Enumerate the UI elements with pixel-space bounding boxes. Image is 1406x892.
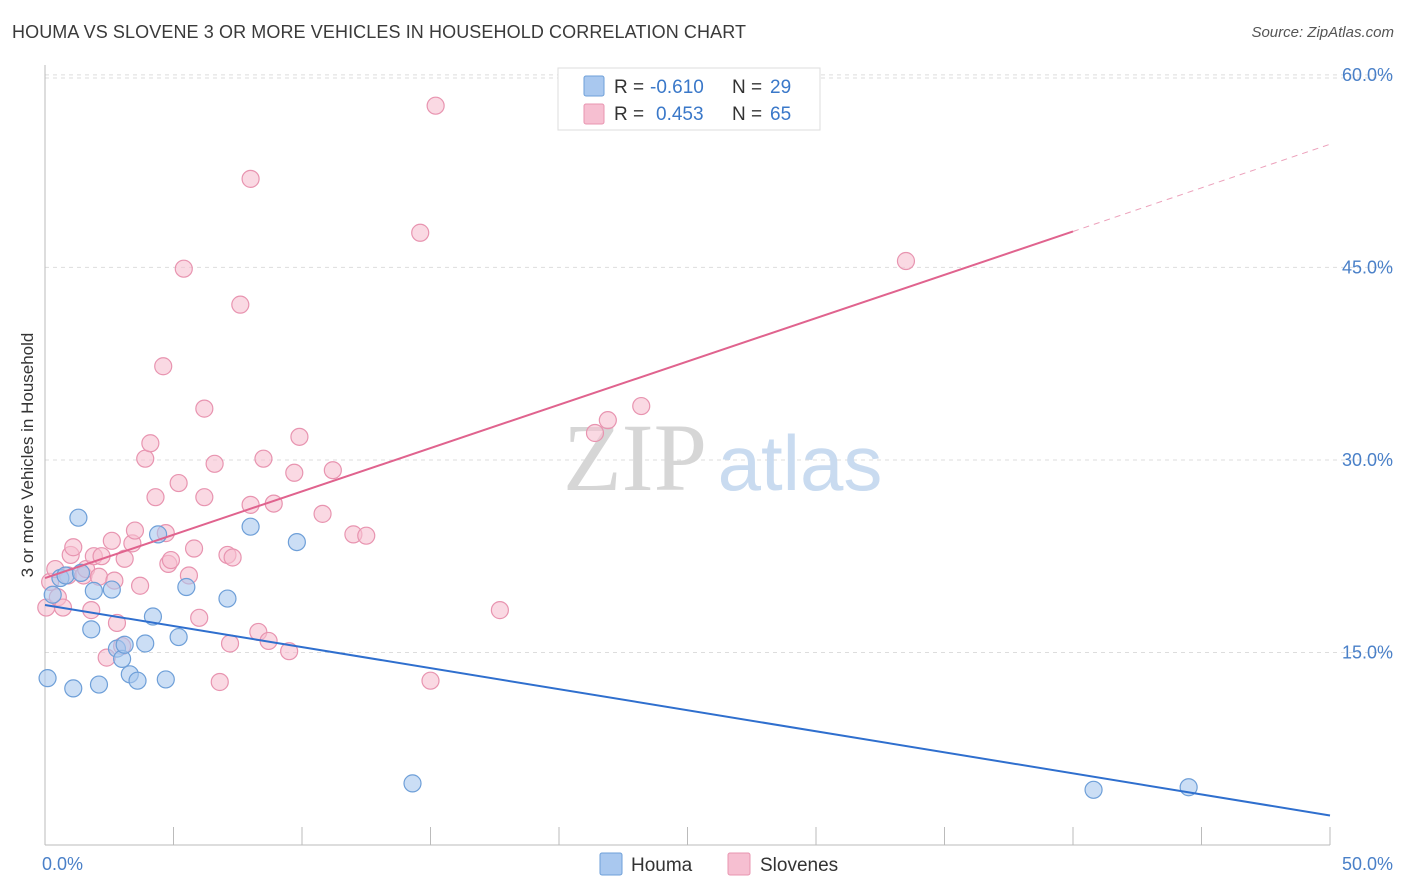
slovene-point (585, 423, 605, 443)
slovene-trend-line (44, 230, 1074, 579)
axes (44, 65, 1331, 846)
slovene-point (280, 642, 299, 661)
slovene-point (136, 449, 155, 468)
houma-point (43, 585, 62, 604)
trend-lines (44, 143, 1331, 817)
slovene-point (190, 608, 209, 627)
x-tick-label: 50.0% (1342, 854, 1393, 874)
slovene-series-swatch (727, 852, 751, 876)
slovene-point (210, 672, 229, 692)
houma-r-value: -0.610 (650, 77, 704, 98)
houma-series-swatch (599, 852, 623, 876)
slovene-point (154, 357, 173, 376)
slovene-point (323, 461, 342, 480)
slovene-point (146, 488, 165, 507)
y-tick-label: 30.0% (1342, 450, 1393, 470)
slovene-point (205, 454, 224, 473)
watermark-zip: ZIP (563, 404, 707, 511)
slovene-legend-swatch (583, 103, 605, 125)
chart-title: HOUMA VS SLOVENE 3 OR MORE VEHICLES IN H… (12, 22, 747, 42)
houma-point (1084, 780, 1103, 799)
slovene-point (195, 399, 214, 418)
slovene-point (102, 531, 121, 550)
slovene-point (82, 601, 101, 620)
houma-point (64, 679, 83, 698)
houma-point (287, 532, 306, 552)
slovene-point (490, 601, 509, 620)
slovene-point (290, 427, 309, 446)
houma-point (89, 675, 109, 694)
y-tick-label: 45.0% (1342, 257, 1393, 277)
source-credit: Source: ZipAtlas.com (1251, 24, 1394, 41)
y-tick-label: 15.0% (1342, 642, 1393, 662)
tick-labels: 15.0% 30.0% 45.0% 60.0% 0.0% 50.0% (42, 65, 1393, 874)
slovene-point (125, 521, 145, 540)
watermark-atlas: atlas (718, 419, 883, 507)
slovene-point (223, 548, 242, 567)
slovene-point (220, 634, 240, 653)
series-legend: Houma Slovenes (599, 852, 838, 876)
houma-point (403, 774, 422, 793)
slovene-point (64, 538, 83, 557)
watermark: ZIP atlas (563, 404, 882, 511)
y-tick-label: 60.0% (1342, 65, 1393, 85)
slovene-point (598, 411, 617, 430)
slovene-point (161, 550, 181, 570)
houma-point (71, 563, 91, 582)
houma-legend-swatch (583, 75, 605, 97)
slovene-series-label: Slovenes (760, 855, 838, 876)
houma-point (177, 577, 196, 597)
houma-point (82, 620, 101, 639)
houma-point (136, 634, 155, 653)
slovene-point (107, 613, 127, 633)
slovene-point (411, 223, 430, 242)
slovene-point (241, 169, 260, 188)
houma-point (218, 589, 237, 608)
y-axis-title: 3 or more Vehicles in Household (18, 333, 37, 578)
houma-point (69, 508, 88, 527)
houma-point (102, 580, 121, 599)
slovene-n-label: N = (732, 104, 762, 125)
slovene-point (357, 526, 376, 545)
houma-point (128, 671, 147, 690)
houma-point (38, 669, 57, 688)
houma-trend-line (44, 603, 1331, 817)
slovene-r-value: 0.453 (656, 104, 704, 125)
houma-point (115, 635, 134, 654)
houma-point (143, 607, 163, 626)
slovene-point (174, 259, 193, 278)
houma-n-value: 29 (770, 77, 791, 98)
slovene-point (421, 671, 440, 690)
slovene-n-value: 65 (770, 104, 791, 125)
x-tick-label: 0.0% (42, 854, 83, 874)
slovene-point (285, 463, 304, 482)
slovene-point (632, 396, 651, 416)
stats-legend: R = -0.610 N = 29 R = 0.453 N = 65 (557, 67, 821, 131)
houma-point (169, 627, 188, 647)
houma-n-label: N = (732, 77, 762, 98)
slovene-points (37, 96, 916, 692)
houma-series-label: Houma (631, 855, 693, 876)
slovene-point (141, 434, 160, 453)
slovene-trend-extension (1072, 143, 1331, 232)
slovene-point (313, 504, 332, 523)
slovene-point (169, 473, 188, 493)
slovene-point (184, 539, 204, 558)
slovene-point (231, 295, 250, 314)
houma-points (38, 508, 1198, 799)
gridlines (45, 74, 1392, 653)
houma-point (241, 517, 260, 536)
slovene-point (426, 96, 445, 115)
slovene-r-label: R = (614, 104, 644, 125)
slovene-point (195, 488, 214, 507)
houma-point (84, 581, 103, 600)
houma-r-label: R = (614, 77, 644, 98)
slovene-point (254, 449, 273, 468)
houma-point (156, 670, 175, 689)
slovene-point (130, 576, 150, 595)
slovene-point (896, 251, 916, 271)
